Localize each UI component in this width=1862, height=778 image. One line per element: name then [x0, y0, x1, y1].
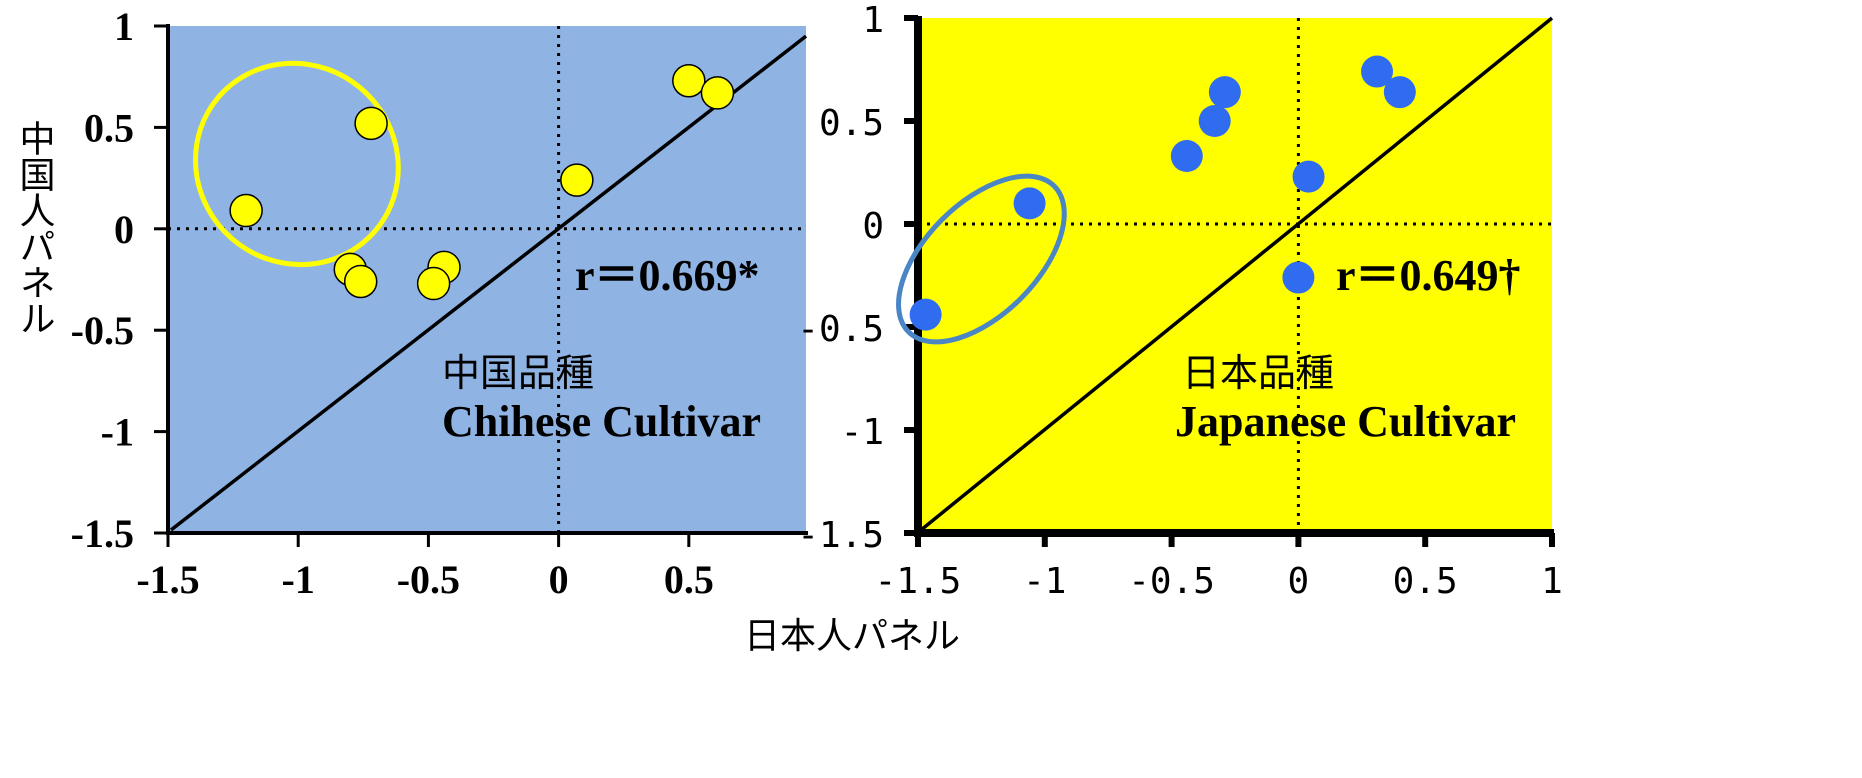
data-point: [416, 266, 451, 301]
y-tick-label: -1.5: [71, 511, 134, 556]
panel-label-en: Chihese Cultivar: [442, 397, 761, 446]
x-tick-label: -1.5: [136, 557, 199, 602]
y-tick-label: -0.5: [71, 308, 134, 353]
x-tick-label: -0.5: [1128, 561, 1215, 602]
data-point: [560, 163, 594, 197]
x-tick-label: 0: [549, 557, 569, 602]
x-tick-label: 0.5: [664, 557, 714, 602]
highlight-ellipse: [896, 173, 1067, 345]
x-tick-label: -0.5: [397, 557, 460, 602]
data-point: [229, 193, 263, 228]
panel-label-jp: 中国品種: [442, 351, 594, 395]
reference-line-y-equals-x: [169, 34, 808, 532]
y-tick-label: 1: [862, 0, 884, 41]
y-tick-label: -0.5: [797, 309, 884, 350]
y-tick-label: 0: [862, 206, 884, 247]
y-tick-label: -1: [841, 412, 884, 453]
correlation-label: r＝0.669*: [575, 251, 760, 300]
panel-label-en: Japanese Cultivar: [1175, 397, 1516, 446]
x-tick-label: -1: [282, 557, 315, 602]
x-tick-label: 0.5: [1393, 561, 1458, 602]
y-tick-label: 0: [114, 207, 134, 252]
reference-line-y-equals-x: [919, 16, 1554, 532]
y-tick-label: 0.5: [819, 103, 884, 144]
data-point: [700, 76, 735, 110]
data-point: [909, 298, 942, 331]
data-point: [1282, 261, 1315, 294]
y-tick-label: 0.5: [84, 105, 134, 150]
data-point: [354, 106, 388, 141]
data-point: [672, 64, 706, 98]
x-tick-label: 0: [1288, 561, 1310, 602]
data-point: [1198, 105, 1231, 137]
y-tick-label: -1: [101, 410, 134, 455]
data-point: [1361, 55, 1394, 88]
x-tick-label: 1: [1541, 561, 1563, 602]
data-point: [1292, 160, 1325, 193]
y-tick-label: 1: [114, 4, 134, 49]
y-axis-title: 中国人パネル: [14, 120, 55, 336]
x-axis-title: 日本人パネル: [744, 616, 960, 657]
x-tick-label: -1.5: [875, 561, 962, 602]
highlight-ellipse: [193, 60, 401, 268]
panel-label-jp: 日本品種: [1182, 351, 1334, 395]
data-point: [1013, 187, 1046, 220]
x-tick-label: -1: [1023, 561, 1066, 602]
data-point: [1383, 76, 1416, 109]
data-point: [1170, 140, 1203, 173]
y-tick-label: -1.5: [797, 515, 884, 556]
correlation-label: r＝0.649†: [1336, 251, 1521, 300]
data-point: [1208, 76, 1241, 109]
data-point: [343, 264, 378, 299]
